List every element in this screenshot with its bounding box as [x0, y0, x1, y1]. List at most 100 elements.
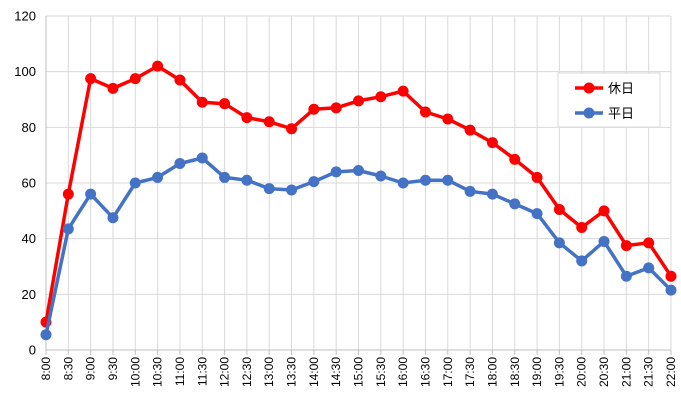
- data-point: [107, 82, 119, 94]
- x-tick-label: 12:30: [240, 357, 254, 387]
- data-point: [129, 177, 141, 189]
- data-point: [553, 203, 565, 215]
- x-tick-label: 11:00: [173, 357, 187, 386]
- x-tick-label: 14:30: [329, 357, 343, 387]
- x-tick-label: 8:30: [61, 357, 75, 381]
- data-point: [375, 91, 387, 103]
- data-point: [85, 188, 97, 200]
- data-point: [85, 73, 97, 85]
- data-point: [375, 170, 387, 182]
- data-point: [419, 106, 431, 118]
- data-point: [219, 171, 231, 183]
- y-tick-label: 0: [29, 343, 36, 358]
- x-tick-label: 20:00: [575, 357, 589, 387]
- x-tick-label: 8:00: [39, 357, 53, 381]
- data-point: [330, 166, 342, 178]
- x-tick-label: 18:30: [508, 357, 522, 387]
- x-tick-label: 11:30: [195, 357, 209, 386]
- data-point: [174, 74, 186, 86]
- data-point: [62, 188, 74, 200]
- data-point: [464, 124, 476, 136]
- x-tick-label: 19:30: [552, 357, 566, 387]
- data-point: [442, 113, 454, 125]
- x-tick-label: 21:30: [642, 357, 656, 387]
- data-point: [353, 164, 364, 176]
- data-point: [152, 171, 164, 183]
- x-tick-label: 17:30: [463, 357, 477, 387]
- x-tick-label: 15:30: [374, 357, 388, 387]
- data-point: [241, 112, 253, 124]
- data-point: [419, 174, 431, 186]
- x-tick-label: 12:00: [218, 357, 232, 387]
- x-axis: 8:00 8:30 9:00 9:30 10:00 10:30 11:00 11:30 12:0…: [39, 349, 678, 387]
- data-point: [129, 73, 141, 85]
- y-tick-label: 40: [22, 231, 36, 246]
- x-tick-label: 15:00: [352, 357, 366, 387]
- y-tick-label: 60: [22, 176, 36, 191]
- data-point: [553, 237, 565, 249]
- data-point: [598, 235, 610, 247]
- data-point: [397, 85, 409, 97]
- y-tick-label: 120: [14, 9, 36, 24]
- data-point: [643, 237, 655, 249]
- data-point: [196, 96, 208, 108]
- legend-label: 平日: [608, 106, 634, 121]
- x-tick-label: 18:00: [485, 357, 499, 387]
- series-1: [40, 60, 677, 328]
- data-point: [263, 116, 275, 128]
- data-point: [442, 174, 454, 186]
- data-point: [509, 198, 521, 210]
- data-point: [665, 270, 677, 282]
- data-point: [107, 212, 119, 224]
- data-point: [308, 103, 320, 115]
- data-point: [241, 174, 253, 186]
- y-axis: 0 20 40 60 80 100 120: [14, 9, 47, 358]
- legend-label: 休日: [608, 81, 634, 96]
- x-tick-label: 20:30: [597, 357, 611, 387]
- data-point: [263, 183, 275, 195]
- data-point: [219, 98, 231, 110]
- legend-marker: [583, 82, 595, 94]
- data-point: [308, 176, 320, 188]
- data-point: [598, 205, 610, 217]
- series-group: [40, 60, 677, 341]
- data-point: [531, 208, 543, 220]
- data-point: [174, 158, 186, 170]
- data-point: [665, 284, 677, 296]
- x-tick-label: 9:30: [106, 357, 120, 381]
- x-tick-label: 13:30: [285, 357, 299, 387]
- data-point: [196, 152, 208, 164]
- x-tick-label: 14:00: [307, 357, 321, 387]
- y-tick-label: 20: [22, 287, 36, 302]
- data-point: [576, 222, 588, 234]
- x-tick-label: 10:00: [128, 357, 142, 387]
- data-point: [152, 60, 164, 72]
- data-point: [286, 184, 298, 196]
- x-tick-label: 10:30: [151, 357, 165, 387]
- y-tick-label: 80: [22, 120, 36, 135]
- data-point: [486, 188, 498, 200]
- data-point: [353, 95, 364, 107]
- data-point: [330, 102, 342, 114]
- x-tick-label: 9:00: [84, 357, 98, 381]
- data-point: [620, 240, 632, 252]
- data-point: [643, 262, 655, 274]
- data-point: [40, 329, 52, 341]
- data-point: [286, 123, 298, 135]
- x-tick-label: 19:00: [530, 357, 544, 387]
- x-tick-label: 16:30: [418, 357, 432, 387]
- legend-box: [557, 72, 661, 128]
- x-tick-label: 13:00: [262, 357, 276, 387]
- data-point: [62, 223, 74, 235]
- x-tick-label: 16:00: [396, 357, 410, 387]
- x-tick-label: 17:00: [441, 357, 455, 387]
- x-tick-label: 21:00: [619, 357, 633, 387]
- series-2: [40, 152, 677, 341]
- y-tick-label: 100: [14, 64, 36, 79]
- legend-marker: [583, 107, 595, 119]
- data-point: [620, 270, 632, 282]
- data-point: [397, 177, 409, 189]
